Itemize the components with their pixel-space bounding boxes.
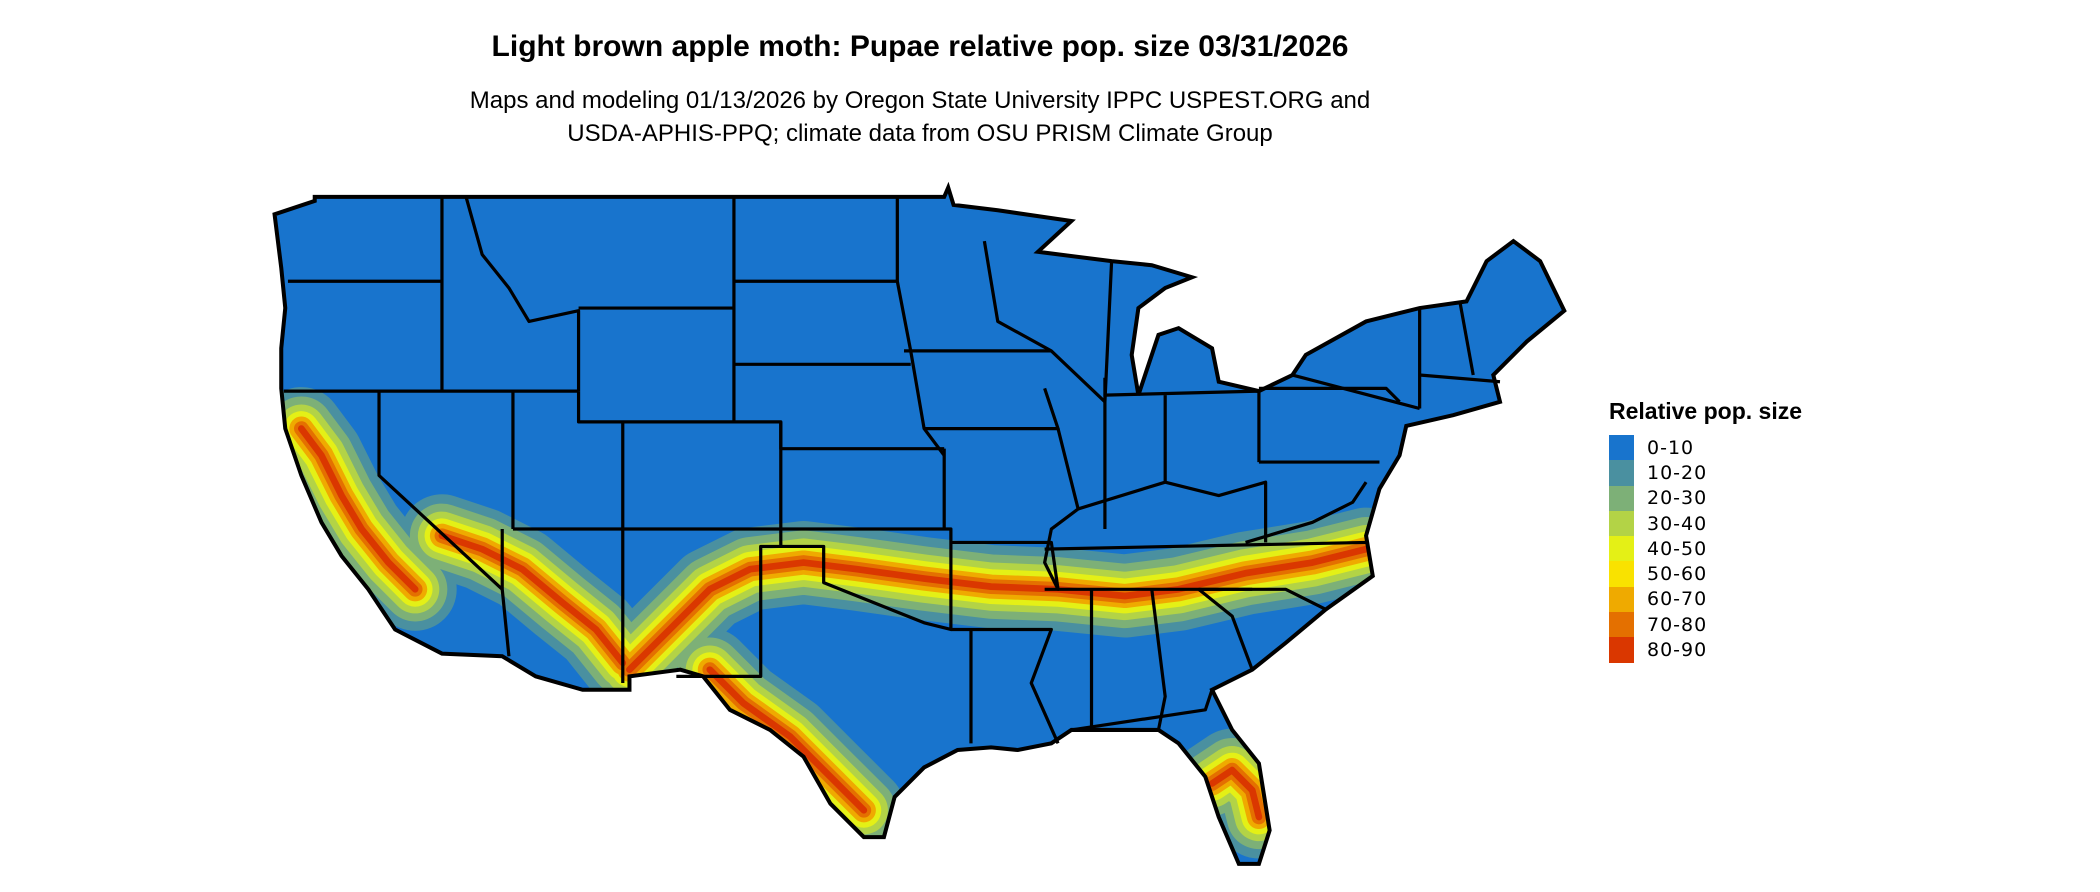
legend-label: 60-70 — [1647, 588, 1708, 611]
legend-swatch — [1609, 485, 1634, 511]
legend-item: 40-50 — [1609, 536, 1802, 562]
legend-title: Relative pop. size — [1609, 398, 1803, 424]
legend-swatch — [1609, 460, 1634, 486]
legend-label: 10-20 — [1647, 461, 1708, 484]
legend-swatch — [1609, 510, 1634, 537]
legend-label: 80-90 — [1647, 639, 1708, 662]
legend-item: 80-90 — [1609, 637, 1802, 663]
legend-item: 70-80 — [1609, 612, 1802, 638]
legend-swatch — [1609, 637, 1634, 663]
legend-item: 60-70 — [1609, 586, 1802, 613]
legend-item: 0-10 — [1609, 435, 1802, 461]
legend-item: 50-60 — [1609, 561, 1802, 587]
legend-item: 10-20 — [1609, 460, 1802, 486]
legend-label: 40-50 — [1647, 537, 1708, 560]
state-borders — [283, 196, 1501, 744]
legend-label: 20-30 — [1647, 487, 1708, 510]
legend-item: 30-40 — [1609, 510, 1802, 537]
legend-label: 0-10 — [1647, 436, 1695, 459]
legend-swatch — [1609, 435, 1634, 461]
legend-label: 70-80 — [1647, 613, 1708, 636]
legend: Relative pop. size 0-10 10-20 20-30 30-40 40… — [1609, 398, 1802, 663]
legend-swatch — [1609, 586, 1634, 613]
subtitle-line: USDA-APHIS-PPQ; climate data from OSU PR… — [567, 120, 1273, 147]
legend-item: 20-30 — [1609, 485, 1802, 511]
subtitle-line: Maps and modeling 01/13/2026 by Oregon S… — [469, 87, 1371, 114]
legend-swatch — [1609, 536, 1634, 562]
legend-label: 30-40 — [1647, 512, 1708, 535]
legend-swatch — [1609, 612, 1634, 638]
legend-swatch — [1609, 561, 1634, 587]
legend-label: 50-60 — [1647, 563, 1708, 586]
map-subtitle: Maps and modeling 01/13/2026 by Oregon S… — [0, 84, 1840, 150]
map-title: Light brown apple moth: Pupae relative p… — [491, 30, 1349, 63]
